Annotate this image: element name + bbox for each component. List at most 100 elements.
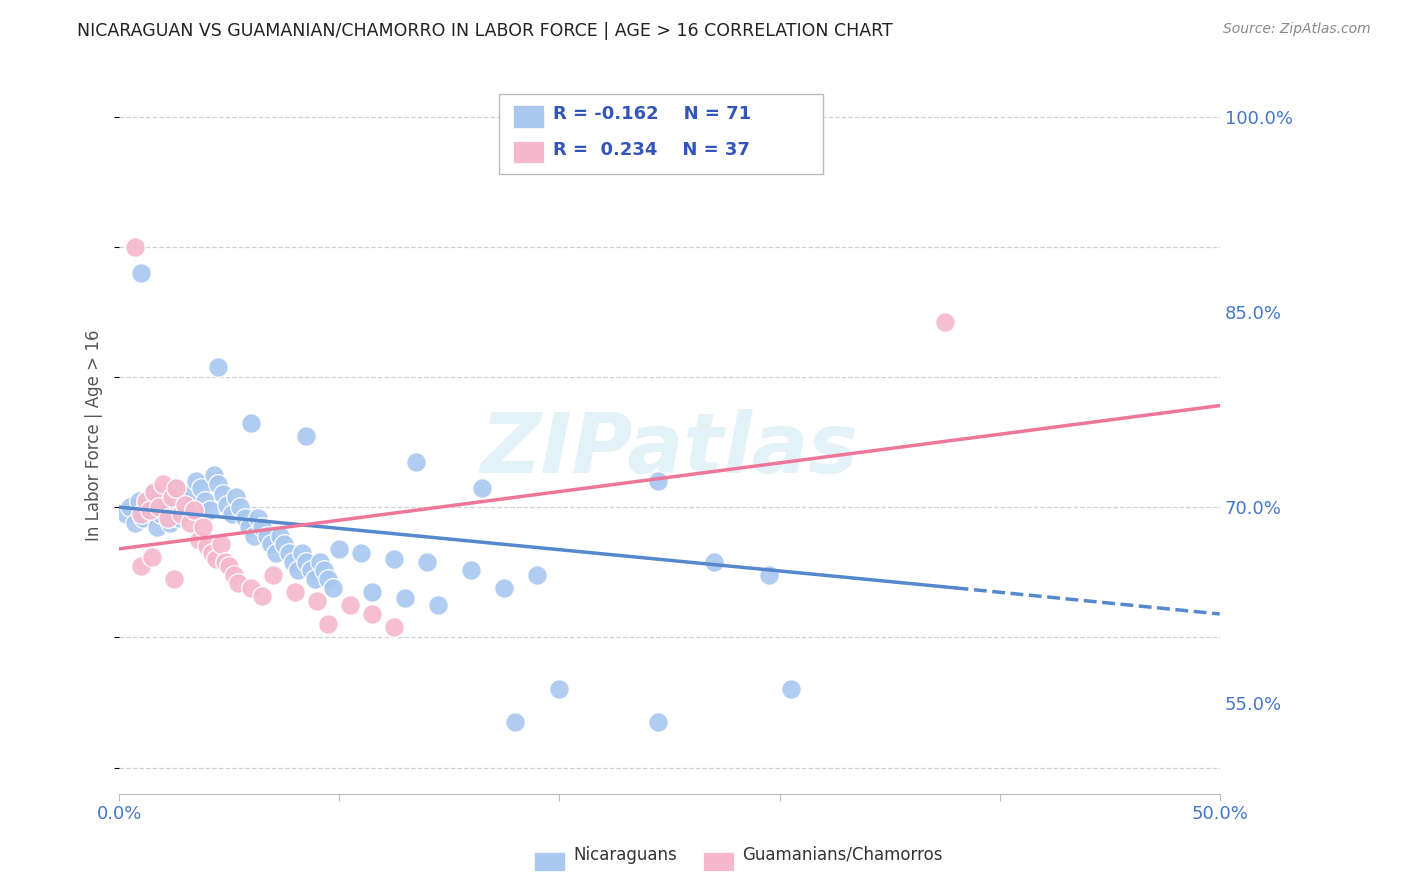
Point	[339, 598, 361, 612]
Point	[179, 516, 201, 530]
Y-axis label: In Labor Force | Age > 16: In Labor Force | Age > 16	[86, 330, 103, 541]
Point	[361, 607, 384, 621]
Point	[229, 500, 252, 515]
Point	[198, 503, 221, 517]
Text: NICARAGUAN VS GUAMANIAN/CHAMORRO IN LABOR FORCE | AGE > 16 CORRELATION CHART: NICARAGUAN VS GUAMANIAN/CHAMORRO IN LABO…	[77, 22, 893, 40]
Point	[201, 546, 224, 560]
Point	[139, 503, 162, 517]
Point	[183, 503, 205, 517]
Point	[120, 500, 142, 515]
Point	[202, 467, 225, 482]
Point	[159, 516, 181, 530]
Point	[281, 555, 304, 569]
Point	[384, 552, 406, 566]
Text: ZIPatlas: ZIPatlas	[481, 409, 859, 491]
Point	[350, 546, 373, 560]
Point	[233, 510, 256, 524]
Point	[207, 476, 229, 491]
Point	[172, 493, 194, 508]
Point	[328, 541, 350, 556]
Point	[194, 493, 217, 508]
Point	[361, 584, 384, 599]
Point	[427, 598, 450, 612]
Point	[143, 484, 166, 499]
Point	[287, 563, 309, 577]
Point	[174, 498, 197, 512]
Text: R =  0.234    N = 37: R = 0.234 N = 37	[553, 141, 749, 159]
Point	[124, 240, 146, 254]
Point	[240, 416, 263, 430]
Point	[260, 536, 283, 550]
Point	[318, 572, 340, 586]
Point	[132, 510, 155, 524]
Point	[195, 539, 218, 553]
Point	[191, 519, 214, 533]
Point	[295, 555, 318, 569]
Text: Guamanians/Chamorros: Guamanians/Chamorros	[742, 846, 943, 863]
Point	[295, 428, 318, 442]
Point	[284, 584, 307, 599]
Point	[145, 519, 167, 533]
Point	[170, 507, 193, 521]
Point	[304, 572, 326, 586]
Point	[405, 454, 427, 468]
Point	[148, 500, 170, 515]
Point	[273, 536, 295, 550]
Point	[647, 474, 669, 488]
Point	[211, 487, 233, 501]
Point	[176, 503, 198, 517]
Point	[384, 620, 406, 634]
Point	[702, 555, 724, 569]
Point	[209, 536, 232, 550]
Point	[141, 487, 163, 501]
Point	[277, 546, 299, 560]
Point	[222, 568, 245, 582]
Point	[416, 555, 439, 569]
Point	[238, 519, 260, 533]
Point	[136, 503, 159, 517]
Point	[252, 519, 274, 533]
Point	[129, 266, 152, 280]
Point	[934, 315, 956, 329]
Point	[156, 510, 179, 524]
Point	[187, 533, 209, 547]
Point	[505, 714, 527, 729]
Point	[252, 589, 274, 603]
Text: Source: ZipAtlas.com: Source: ZipAtlas.com	[1223, 22, 1371, 37]
Point	[214, 555, 236, 569]
Point	[129, 507, 152, 521]
Point	[152, 476, 174, 491]
Point	[115, 507, 138, 521]
Point	[163, 572, 186, 586]
Point	[190, 481, 212, 495]
Point	[221, 507, 243, 521]
Point	[269, 529, 291, 543]
Point	[548, 682, 571, 697]
Point	[758, 568, 780, 582]
Point	[150, 507, 173, 521]
Point	[291, 546, 314, 560]
Point	[299, 563, 322, 577]
Point	[308, 555, 330, 569]
Point	[186, 474, 208, 488]
Point	[240, 581, 263, 595]
Point	[163, 481, 186, 495]
Point	[124, 516, 146, 530]
Point	[129, 558, 152, 573]
Point	[494, 581, 516, 595]
Point	[312, 563, 335, 577]
Text: Nicaraguans: Nicaraguans	[574, 846, 678, 863]
Point	[160, 490, 183, 504]
Point	[128, 493, 150, 508]
Point	[256, 529, 278, 543]
Point	[225, 490, 247, 504]
Point	[394, 591, 416, 606]
Point	[526, 568, 548, 582]
Point	[180, 487, 202, 501]
Text: R = -0.162    N = 71: R = -0.162 N = 71	[553, 105, 751, 123]
Point	[460, 563, 482, 577]
Point	[218, 558, 240, 573]
Point	[242, 529, 264, 543]
Point	[167, 510, 190, 524]
Point	[141, 549, 163, 564]
